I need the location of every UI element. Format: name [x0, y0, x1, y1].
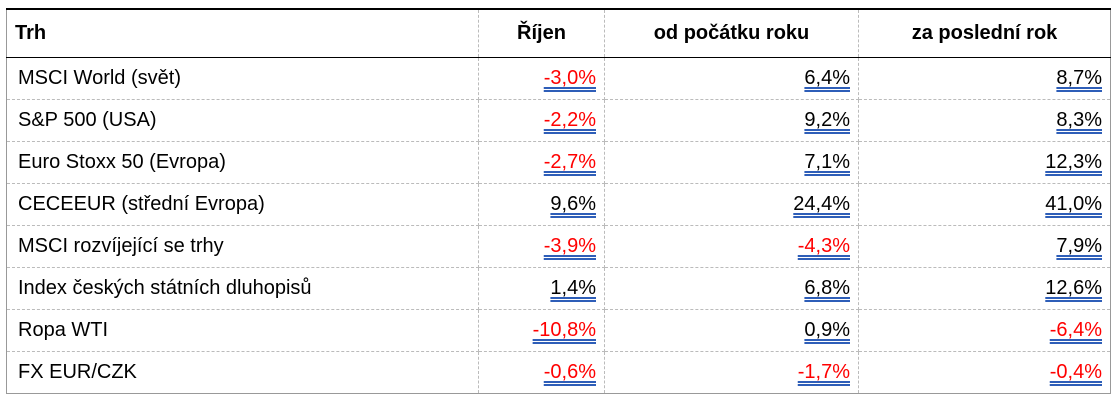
table-row: CECEEUR (střední Evropa) 9,6% 24,4% 41,0%: [6, 183, 1111, 226]
percent-cell: -0,4%: [858, 351, 1111, 394]
market-name: FX EUR/CZK: [6, 351, 479, 394]
market-name: S&P 500 (USA): [6, 99, 479, 142]
percent-cell: 8,3%: [858, 99, 1111, 142]
percent-value: 7,9%: [1056, 235, 1102, 257]
percent-value: -0,6%: [543, 361, 596, 383]
market-name: Index českých státních dluhopisů: [6, 267, 479, 310]
percent-cell: -3,0%: [478, 57, 605, 100]
table-row: MSCI World (svět) -3,0% 6,4% 8,7%: [6, 57, 1111, 100]
table-body: MSCI World (svět) -3,0% 6,4% 8,7% S&P 500 (U…: [6, 57, 1111, 394]
percent-value: -1,7%: [797, 361, 850, 383]
percent-cell: -0,6%: [478, 351, 605, 394]
percent-cell: -1,7%: [604, 351, 859, 394]
market-table: Trh Říjen od počátku roku za poslední rok M…: [6, 8, 1111, 394]
percent-cell: 41,0%: [858, 183, 1111, 226]
percent-cell: -6,4%: [858, 309, 1111, 352]
table-row: Euro Stoxx 50 (Evropa) -2,7% 7,1% 12,3%: [6, 141, 1111, 184]
percent-cell: 7,9%: [858, 225, 1111, 268]
percent-value: -10,8%: [532, 319, 596, 341]
percent-value: 6,8%: [804, 277, 850, 299]
percent-cell: 8,7%: [858, 57, 1111, 100]
percent-value: 41,0%: [1045, 193, 1102, 215]
percent-cell: 7,1%: [604, 141, 859, 184]
table-row: MSCI rozvíjející se trhy -3,9% -4,3% 7,9%: [6, 225, 1111, 268]
percent-value: -2,7%: [543, 151, 596, 173]
percent-value: 12,6%: [1045, 277, 1102, 299]
market-name: MSCI rozvíjející se trhy: [6, 225, 479, 268]
percent-value: 6,4%: [804, 67, 850, 89]
market-name: Euro Stoxx 50 (Evropa): [6, 141, 479, 184]
percent-value: 8,7%: [1056, 67, 1102, 89]
percent-cell: 9,6%: [478, 183, 605, 226]
header-row: Trh Říjen od počátku roku za poslední rok: [6, 8, 1111, 58]
market-name: Ropa WTI: [6, 309, 479, 352]
market-name: CECEEUR (střední Evropa): [6, 183, 479, 226]
percent-cell: 24,4%: [604, 183, 859, 226]
percent-cell: 12,6%: [858, 267, 1111, 310]
percent-cell: -2,7%: [478, 141, 605, 184]
column-header: Trh: [6, 8, 479, 58]
percent-cell: 6,8%: [604, 267, 859, 310]
percent-cell: 1,4%: [478, 267, 605, 310]
percent-cell: 6,4%: [604, 57, 859, 100]
market-name: MSCI World (svět): [6, 57, 479, 100]
table-row: FX EUR/CZK -0,6% -1,7% -0,4%: [6, 351, 1111, 394]
percent-value: -3,0%: [543, 67, 596, 89]
percent-value: 0,9%: [804, 319, 850, 341]
percent-cell: 9,2%: [604, 99, 859, 142]
percent-cell: -2,2%: [478, 99, 605, 142]
percent-value: -2,2%: [543, 109, 596, 131]
percent-value: -6,4%: [1049, 319, 1102, 341]
percent-value: 8,3%: [1056, 109, 1102, 131]
column-header: za poslední rok: [858, 8, 1111, 58]
table-row: Ropa WTI -10,8% 0,9% -6,4%: [6, 309, 1111, 352]
percent-value: -0,4%: [1049, 361, 1102, 383]
table-row: S&P 500 (USA) -2,2% 9,2% 8,3%: [6, 99, 1111, 142]
percent-cell: -3,9%: [478, 225, 605, 268]
percent-value: 1,4%: [550, 277, 596, 299]
percent-value: 12,3%: [1045, 151, 1102, 173]
percent-value: -4,3%: [797, 235, 850, 257]
column-header: Říjen: [478, 8, 605, 58]
table-row: Index českých státních dluhopisů 1,4% 6,8%…: [6, 267, 1111, 310]
percent-cell: -4,3%: [604, 225, 859, 268]
percent-cell: 12,3%: [858, 141, 1111, 184]
percent-value: 9,6%: [550, 193, 596, 215]
column-header: od počátku roku: [604, 8, 859, 58]
percent-cell: -10,8%: [478, 309, 605, 352]
percent-cell: 0,9%: [604, 309, 859, 352]
percent-value: 24,4%: [793, 193, 850, 215]
table-container: Trh Říjen od počátku roku za poslední rok M…: [6, 8, 1111, 394]
percent-value: 9,2%: [804, 109, 850, 131]
percent-value: 7,1%: [804, 151, 850, 173]
percent-value: -3,9%: [543, 235, 596, 257]
